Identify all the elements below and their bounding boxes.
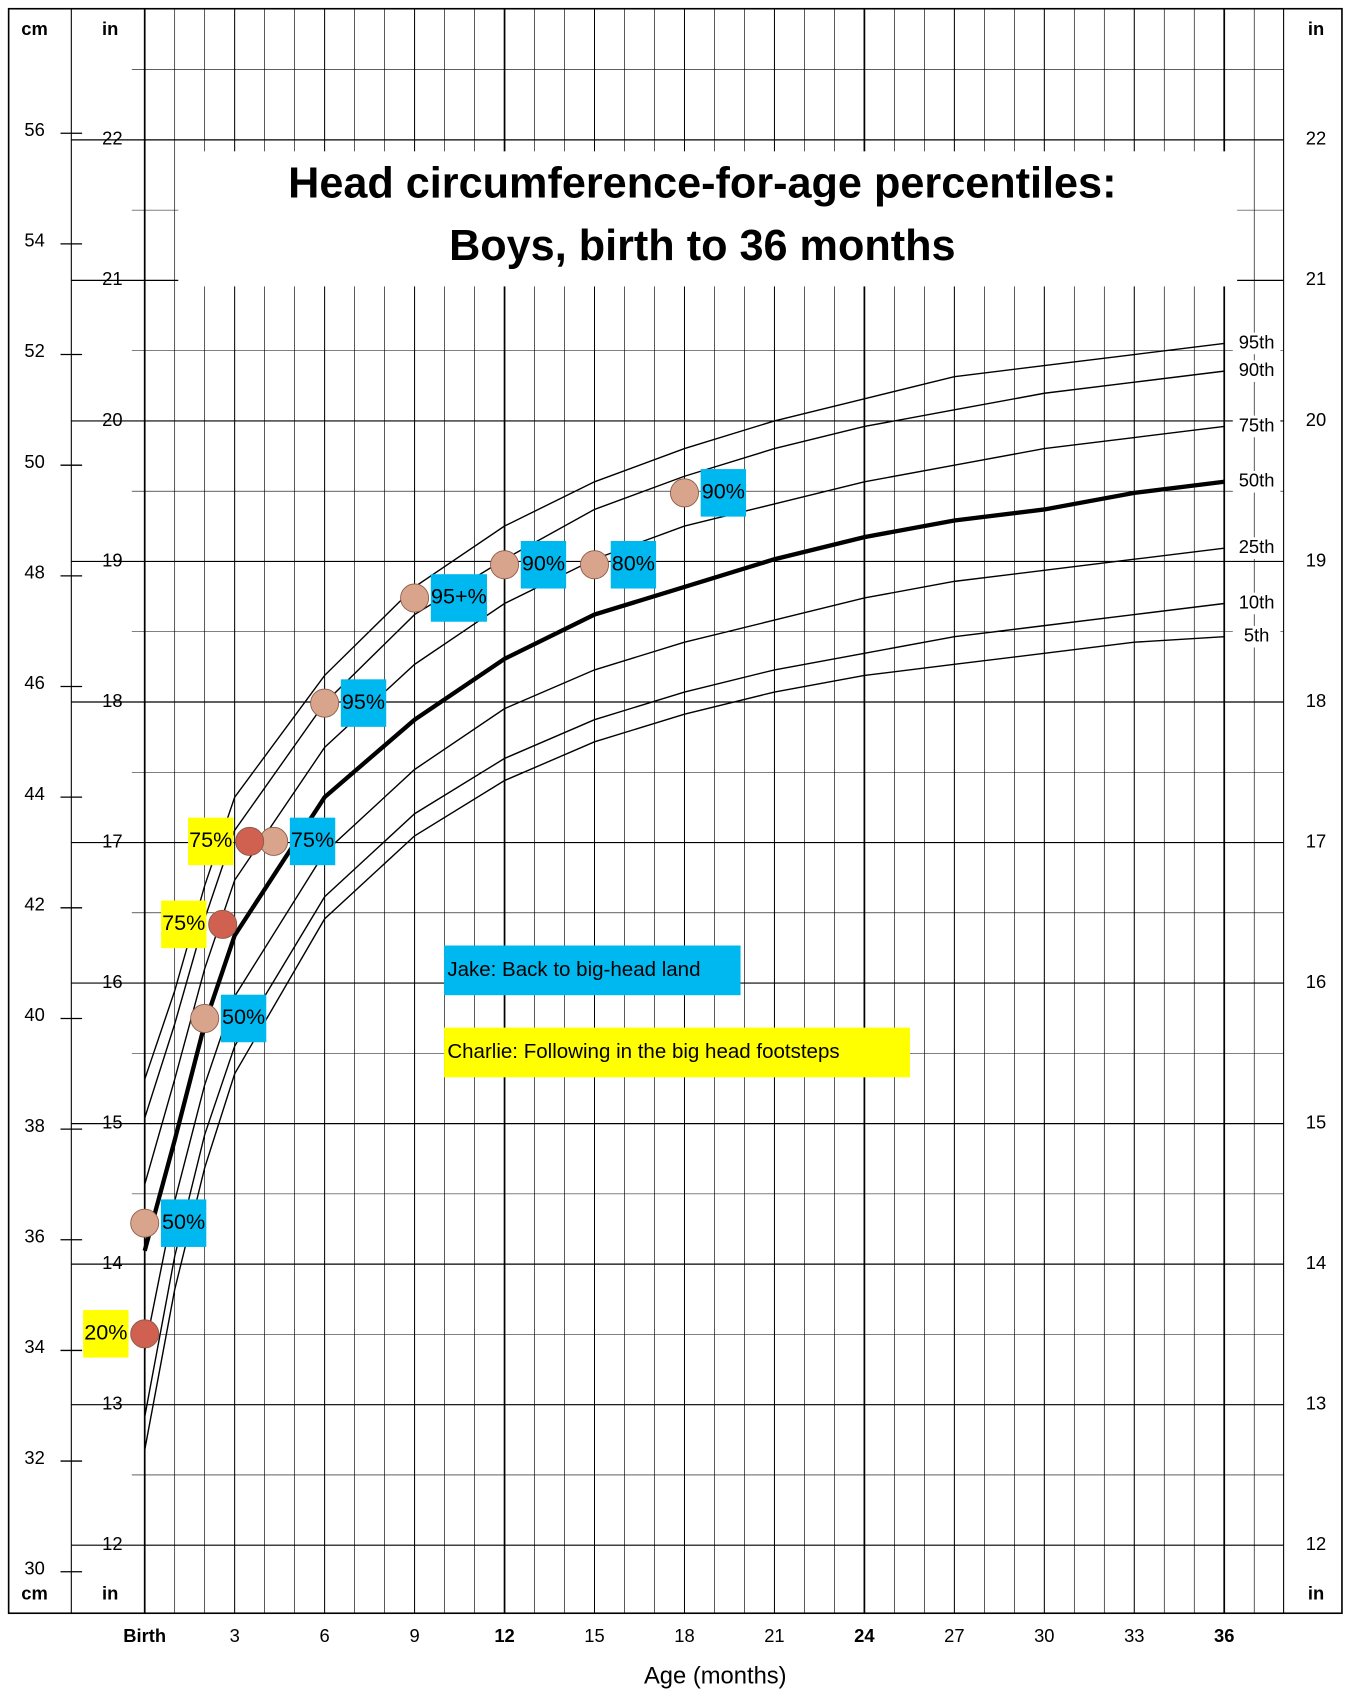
y-tick-label: 54 <box>24 230 44 251</box>
percentile-tag: 80% <box>612 550 655 575</box>
chart-title: Head circumference-for-age percentiles: <box>288 159 1116 207</box>
y-tick-label: 36 <box>24 1225 44 1246</box>
face-marker <box>191 1004 219 1032</box>
x-tick-label: 9 <box>409 1625 419 1646</box>
chart-subtitle: Boys, birth to 36 months <box>449 222 955 270</box>
x-tick-label: 24 <box>854 1625 875 1646</box>
y-tick-label: 56 <box>24 119 44 140</box>
percentile-tag: 75% <box>162 910 205 935</box>
y2-tick-label: 17 <box>102 830 122 851</box>
percentile-label: 10th <box>1239 591 1275 612</box>
percentile-label: 5th <box>1244 625 1270 646</box>
y2-tick-label: 15 <box>1306 1111 1326 1132</box>
legend-label: Jake: Back to big-head land <box>447 958 700 981</box>
percentile-label: 95th <box>1239 331 1275 352</box>
y2-tick-label: 15 <box>102 1111 122 1132</box>
y2-tick-label: 21 <box>1306 268 1326 289</box>
x-tick-label: 33 <box>1124 1625 1144 1646</box>
y2-unit: in <box>102 1583 118 1604</box>
percentile-tag: 75% <box>291 827 334 852</box>
percentile-label: 75th <box>1239 414 1275 435</box>
percentile-label: 50th <box>1239 470 1275 491</box>
percentile-tag: 95+% <box>431 584 487 609</box>
y2-unit: in <box>1308 1583 1324 1604</box>
y2-tick-label: 14 <box>102 1252 122 1273</box>
x-tick-label: 12 <box>494 1625 514 1646</box>
chart: cm cm in in in in Age (months) Head circ… <box>0 0 1356 1703</box>
x-tick-label: 27 <box>944 1625 964 1646</box>
y2-tick-label: 21 <box>102 268 122 289</box>
y-tick-label: 52 <box>24 340 44 361</box>
percentile-tag: 90% <box>702 479 745 504</box>
y2-tick-label: 22 <box>1306 128 1326 149</box>
x-tick-label: Birth <box>123 1625 166 1646</box>
percentile-tag: 95% <box>342 689 385 714</box>
face-marker <box>131 1209 159 1237</box>
y2-tick-label: 12 <box>1306 1533 1326 1554</box>
x-tick-label: 36 <box>1214 1625 1234 1646</box>
page: cm cm in in in in Age (months) Head circ… <box>0 0 1356 1703</box>
percentile-label: 90th <box>1239 359 1275 380</box>
y2-tick-label: 22 <box>102 128 122 149</box>
face-marker <box>670 479 698 507</box>
y-unit: cm <box>21 1583 48 1604</box>
face-marker <box>131 1320 159 1348</box>
y-tick-label: 48 <box>24 562 44 583</box>
y2-tick-label: 17 <box>1306 830 1326 851</box>
face-marker <box>236 827 264 855</box>
y2-tick-label: 20 <box>102 409 122 430</box>
percentile-tag: 90% <box>522 550 565 575</box>
y2-tick-label: 20 <box>1306 409 1326 430</box>
y-tick-label: 34 <box>24 1336 44 1357</box>
y2-tick-label: 13 <box>102 1393 122 1414</box>
y-tick-label: 50 <box>24 451 44 472</box>
y2-tick-label: 18 <box>102 690 122 711</box>
y-tick-label: 38 <box>24 1115 44 1136</box>
y-tick-label: 44 <box>24 783 44 804</box>
y2-tick-label: 16 <box>1306 971 1326 992</box>
y2-tick-label: 19 <box>1306 549 1326 570</box>
y-tick-label: 46 <box>24 672 44 693</box>
face-marker <box>209 910 237 938</box>
legend-label: Charlie: Following in the big head foots… <box>447 1040 839 1063</box>
x-tick-label: 21 <box>764 1625 784 1646</box>
percentile-label: 25th <box>1239 536 1275 557</box>
x-tick-label: 15 <box>584 1625 604 1646</box>
y-unit: cm <box>21 18 48 39</box>
face-marker <box>491 551 519 579</box>
face-marker <box>311 689 339 717</box>
y-tick-label: 32 <box>24 1447 44 1468</box>
x-tick-label: 6 <box>320 1625 330 1646</box>
percentile-tag: 50% <box>162 1209 205 1234</box>
face-marker <box>401 584 429 612</box>
y-tick-label: 42 <box>24 893 44 914</box>
x-tick-label: 30 <box>1034 1625 1054 1646</box>
y2-tick-label: 12 <box>102 1533 122 1554</box>
percentile-tag: 20% <box>84 1320 127 1345</box>
y2-unit: in <box>102 18 118 39</box>
percentile-tag: 75% <box>189 827 232 852</box>
x-axis-label: Age (months) <box>644 1662 787 1689</box>
y2-tick-label: 18 <box>1306 690 1326 711</box>
y-tick-label: 40 <box>24 1004 44 1025</box>
y2-tick-label: 16 <box>102 971 122 992</box>
y-tick-label: 30 <box>24 1557 44 1578</box>
y2-tick-label: 13 <box>1306 1393 1326 1414</box>
y2-unit: in <box>1308 18 1324 39</box>
y2-tick-label: 19 <box>102 549 122 570</box>
face-marker <box>580 551 608 579</box>
x-tick-label: 18 <box>674 1625 694 1646</box>
x-tick-label: 3 <box>230 1625 240 1646</box>
y2-tick-label: 14 <box>1306 1252 1326 1273</box>
percentile-tag: 50% <box>222 1004 265 1029</box>
